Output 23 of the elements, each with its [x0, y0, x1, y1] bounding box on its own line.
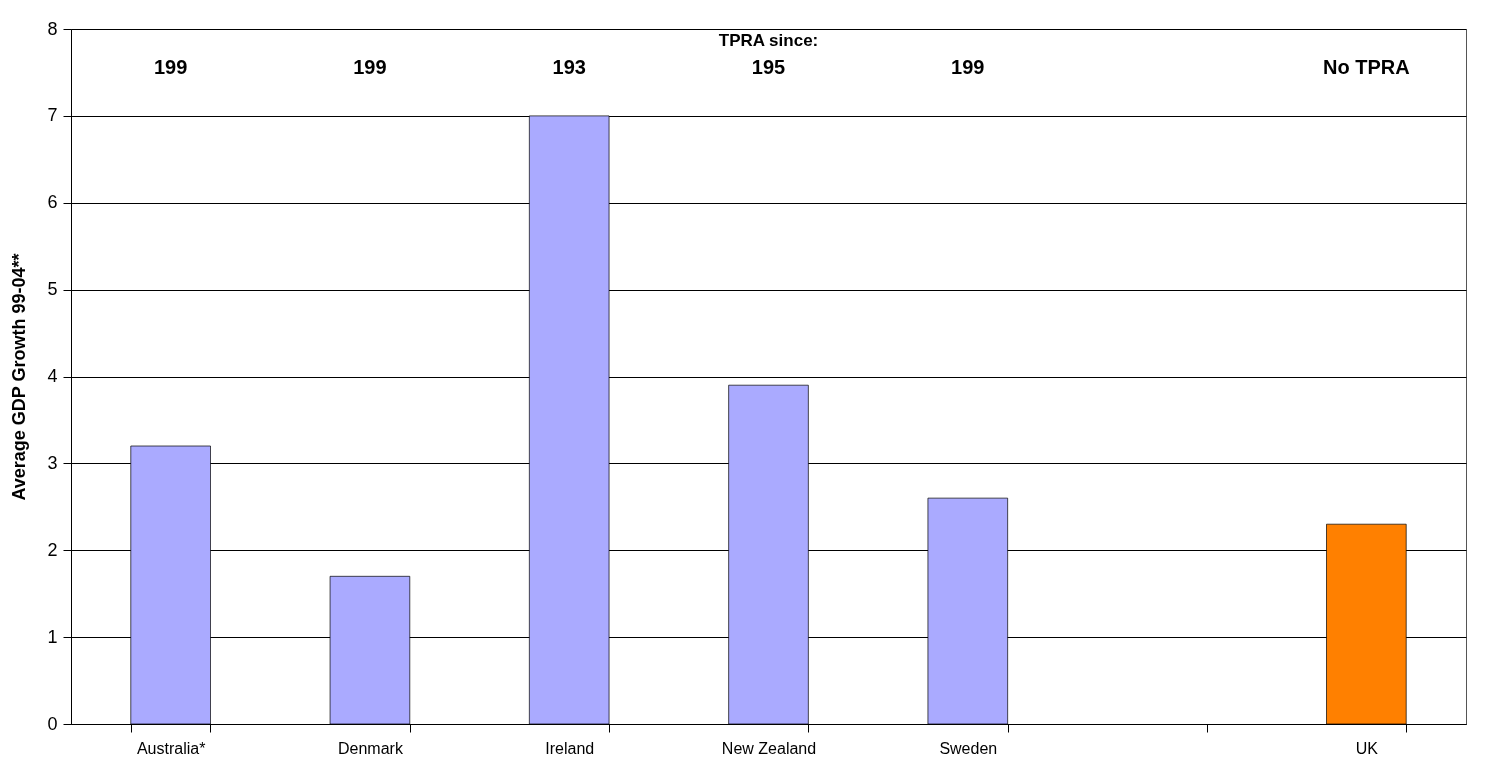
annotation: 199 — [951, 56, 985, 79]
x-tick-label: Ireland — [545, 739, 595, 757]
y-tick-label: 7 — [47, 105, 58, 126]
y-tick-label: 4 — [47, 366, 58, 386]
annotation: 193 — [552, 56, 586, 79]
annotation: TPRA since: — [718, 31, 819, 50]
y-axis-title: Average GDP Growth 99-04** — [9, 253, 30, 501]
annotation: 199 — [153, 56, 188, 79]
annotation: 195 — [751, 56, 786, 79]
y-tick-label: 0 — [47, 713, 58, 734]
y-tick-label: 8 — [47, 18, 58, 39]
y-tick-label: 5 — [47, 279, 58, 300]
x-tick-label: Denmark — [337, 739, 404, 757]
x-tick-label: Australia* — [136, 739, 206, 757]
annotation: No TPRA — [1323, 56, 1410, 79]
x-tick-label: Sweden — [939, 739, 998, 757]
y-tick-label: 2 — [47, 539, 58, 560]
annotation: 199 — [353, 56, 387, 79]
y-tick-label: 6 — [47, 192, 58, 213]
y-tick-label: 1 — [47, 626, 58, 647]
y-tick-label: 3 — [47, 452, 58, 473]
x-tick-label: UK — [1355, 739, 1379, 757]
x-tick-label: New Zealand — [721, 739, 817, 757]
